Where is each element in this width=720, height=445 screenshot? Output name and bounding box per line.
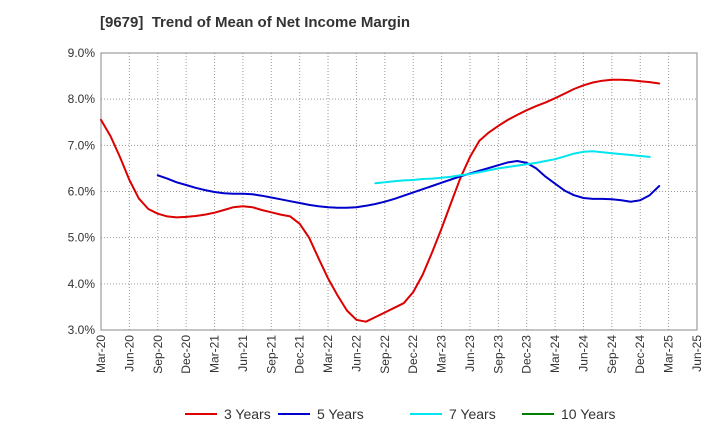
legend-label-3-years: 3 Years (224, 406, 271, 422)
x-tick-label: Dec-20 (179, 335, 193, 374)
x-tick-label: Mar-24 (548, 335, 562, 373)
grid (100, 52, 698, 331)
axes: 3.0% 4.0% 5.0% 6.0% 7.0% 8.0% 9.0% Mar-20 Jun-20… (68, 46, 704, 374)
x-tick-label: Sep-21 (264, 335, 278, 374)
y-tick-label: 9.0% (68, 46, 96, 60)
x-tick-label: Mar-23 (435, 335, 449, 373)
x-tick-label: Jun-21 (236, 335, 250, 372)
y-tick-label: 8.0% (68, 92, 96, 106)
y-tick-label: 6.0% (68, 185, 96, 199)
legend-label-7-years: 7 Years (449, 406, 496, 422)
series-line-5-years (156, 160, 661, 209)
x-tick-label: Mar-21 (208, 335, 222, 373)
x-tick-label: Jun-20 (122, 335, 136, 372)
x-tick-label: Jun-22 (349, 335, 363, 372)
x-tick-label: Mar-25 (662, 335, 676, 373)
chart-title: [9679] Trend of Mean of Net Income Margi… (100, 14, 411, 31)
x-tick-label: Dec-24 (633, 335, 647, 374)
y-tick-label: 7.0% (68, 138, 96, 152)
x-tick-label: Dec-21 (293, 335, 307, 374)
x-tick-label: Jun-25 (690, 335, 704, 372)
y-tick-label: 4.0% (68, 277, 96, 291)
legend-label-10-years: 10 Years (561, 406, 616, 422)
legend-label-5-years: 5 Years (317, 406, 364, 422)
plot-frame (100, 52, 698, 331)
x-tick-label: Dec-22 (406, 335, 420, 374)
series-line-3-years (100, 78, 661, 323)
x-tick-label: Jun-23 (463, 335, 477, 372)
series-line-7-years (374, 150, 651, 185)
x-tick-label: Sep-20 (151, 335, 165, 374)
x-tick-label: Mar-22 (321, 335, 335, 373)
x-tick-label: Dec-23 (520, 335, 534, 374)
x-tick-label: Sep-23 (491, 335, 505, 374)
series-lines (100, 78, 661, 323)
y-tick-label: 5.0% (68, 231, 96, 245)
x-tick-label: Jun-24 (576, 335, 590, 372)
legend: 3 Years 5 Years 7 Years 10 Years (185, 406, 616, 422)
x-tick-label: Sep-22 (378, 335, 392, 374)
x-tick-label: Sep-24 (605, 335, 619, 374)
y-tick-label: 3.0% (68, 323, 96, 337)
x-tick-label: Mar-20 (94, 335, 108, 373)
